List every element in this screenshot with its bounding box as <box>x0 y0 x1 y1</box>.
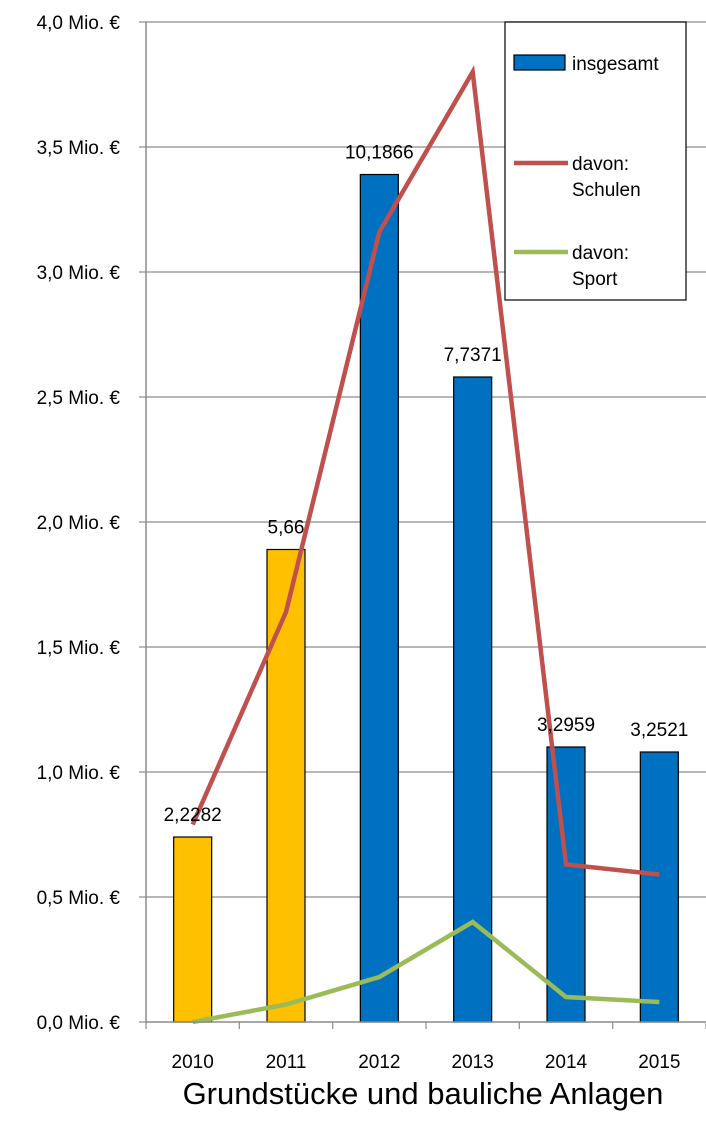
bar-2010 <box>173 836 213 1023</box>
x-tick-label: 2012 <box>358 1052 400 1073</box>
data-label: 3,2959 <box>537 715 595 736</box>
data-label: 5,66 <box>268 518 305 539</box>
legend-label: davon: <box>572 243 629 264</box>
x-tick-label: 2010 <box>172 1052 214 1073</box>
data-label: 7,7371 <box>444 345 502 366</box>
data-labels: 2,2282 5,66 10,1866 7,7371 3,2959 3,2521 <box>164 143 689 827</box>
y-tick-label: 3,0 Mio. € <box>37 263 121 284</box>
legend-label: insgesamt <box>572 54 659 75</box>
bar-2011 <box>266 548 306 1023</box>
legend-label: davon: <box>572 154 629 175</box>
y-tick-label: 3,5 Mio. € <box>37 138 121 159</box>
legend-label: Sport <box>572 269 618 290</box>
bar-2015 <box>639 751 679 1023</box>
x-tick-label: 2013 <box>452 1052 494 1073</box>
gridlines <box>146 21 706 898</box>
x-tick-label: 2011 <box>266 1052 307 1073</box>
y-tick-label: 0,0 Mio. € <box>37 1013 121 1034</box>
y-tick-label: 0,5 Mio. € <box>37 888 121 909</box>
series-line-davon-sport <box>192 919 660 1025</box>
axes: 0,0 Mio. € 0,5 Mio. € 1,0 Mio. € 1,5 Mio. €… <box>37 13 706 1073</box>
x-tick-label: 2014 <box>545 1052 588 1073</box>
lines <box>190 65 660 1025</box>
x-axis-title: Grundstücke und bauliche Anlagen <box>183 1076 664 1111</box>
data-label: 10,1866 <box>345 143 414 164</box>
y-tick-label: 1,0 Mio. € <box>37 763 121 784</box>
bar-2014 <box>546 746 586 1023</box>
y-tick-label: 2,0 Mio. € <box>37 513 121 534</box>
y-tick-label: 4,0 Mio. € <box>37 13 121 34</box>
bars <box>173 173 679 1023</box>
y-tick-label: 2,5 Mio. € <box>37 388 121 409</box>
bar-2013 <box>453 376 493 1023</box>
legend: insgesamt davon: Schulen davon: Sport <box>504 21 687 301</box>
legend-label: Schulen <box>572 180 641 201</box>
legend-swatch-bar <box>513 54 566 71</box>
x-tick-label: 2015 <box>638 1052 680 1073</box>
series-line-davon-schulen <box>190 65 660 877</box>
bar-2012 <box>359 173 399 1023</box>
data-label: 3,2521 <box>630 720 688 741</box>
y-tick-label: 1,5 Mio. € <box>37 638 121 659</box>
data-label: 2,2282 <box>164 805 222 826</box>
